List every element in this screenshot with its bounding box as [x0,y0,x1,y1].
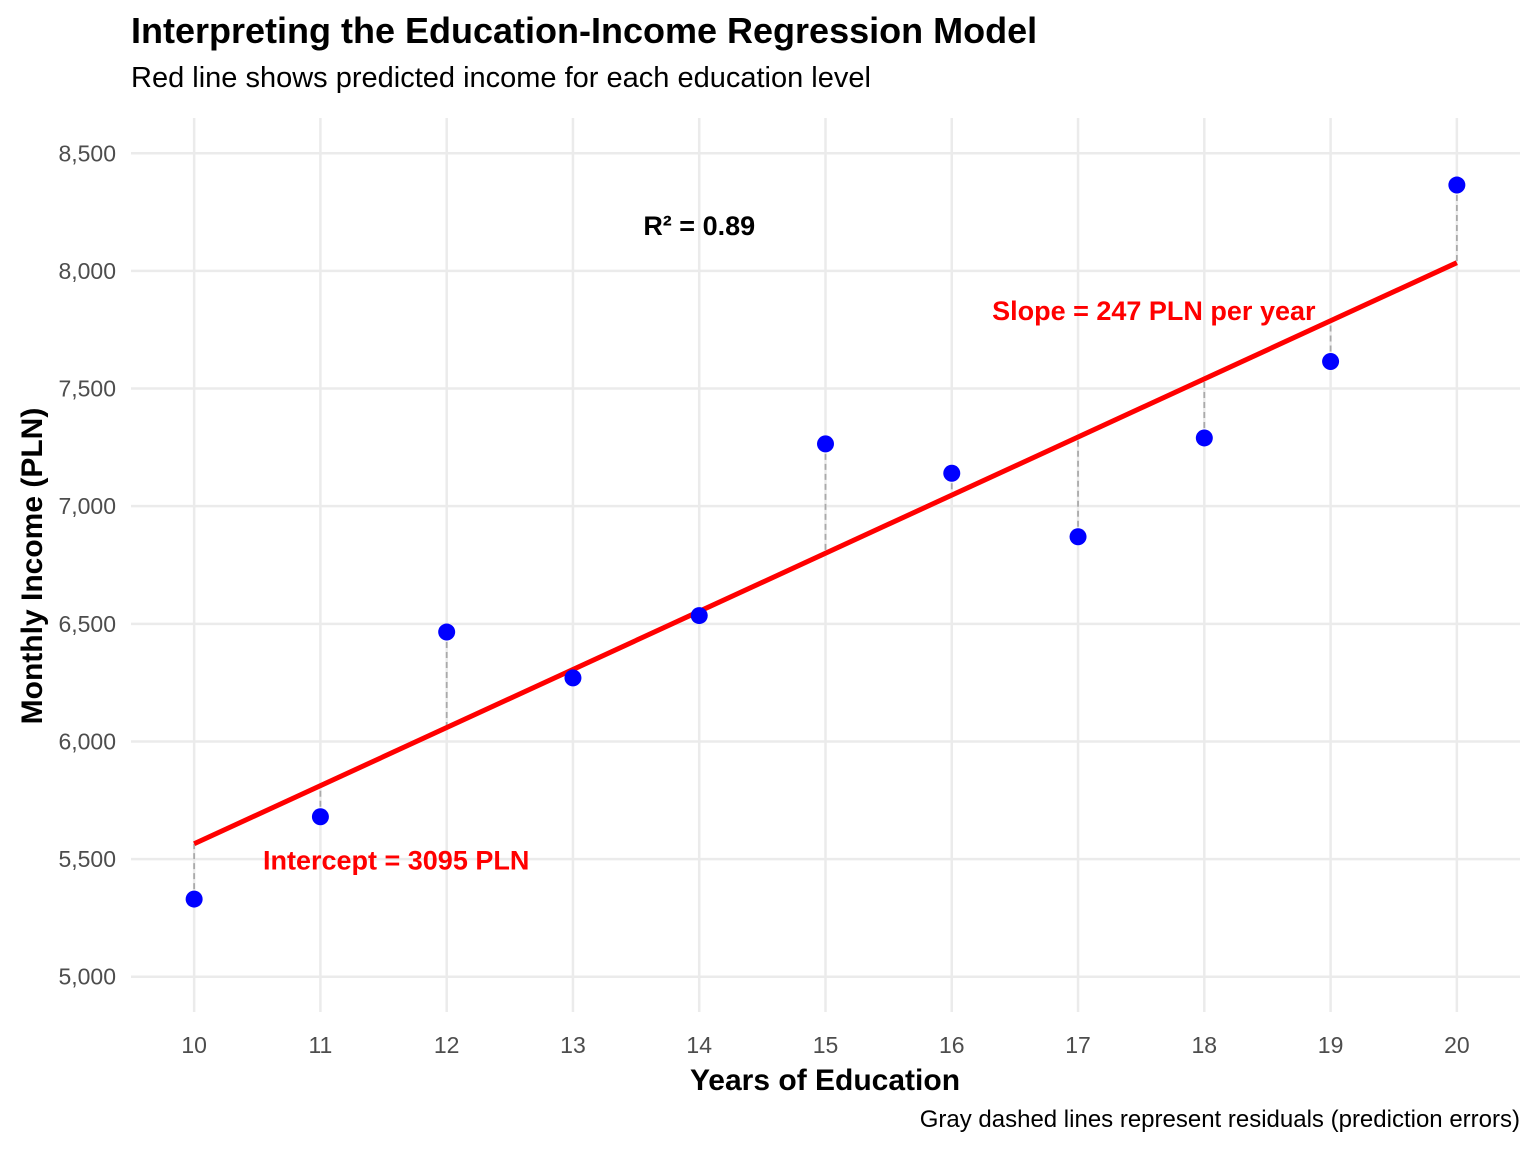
y-tick-label: 6,000 [58,728,116,754]
x-tick-label: 15 [813,1032,839,1058]
annotation-label: R² = 0.89 [643,211,755,241]
x-tick-label: 10 [181,1032,207,1058]
data-point [1448,176,1466,194]
x-tick-label: 19 [1318,1032,1344,1058]
x-tick-label: 18 [1192,1032,1218,1058]
x-tick-label: 16 [939,1032,965,1058]
chart-title: Interpreting the Education-Income Regres… [131,10,1038,51]
x-tick-label: 13 [560,1032,586,1058]
data-point [817,435,834,453]
annotation-label: Slope = 247 PLN per year [992,296,1316,326]
x-tick-label: 12 [434,1032,460,1058]
x-tick-label: 14 [686,1032,712,1058]
annotation-label: Intercept = 3095 PLN [263,845,529,875]
data-point [690,607,708,625]
x-tick-label: 11 [308,1032,332,1058]
y-axis-label: Monthly Income (PLN) [16,408,49,725]
x-axis-label: Years of Education [690,1064,960,1097]
y-tick-label: 7,000 [58,493,116,519]
x-tick-label: 20 [1444,1032,1470,1058]
data-point [438,623,456,641]
data-point [1322,352,1340,370]
y-tick-label: 8,000 [58,258,116,284]
chart-caption: Gray dashed lines represent residuals (p… [919,1106,1520,1133]
data-point [1195,429,1213,447]
data-point [311,808,329,826]
y-axis-ticks: 5,000 5,500 6,000 6,500 7,000 7,500 8,000 8,500 [58,140,116,989]
y-tick-label: 7,500 [58,376,116,402]
y-tick-label: 5,000 [58,964,116,990]
y-tick-label: 6,500 [58,611,116,637]
x-tick-label: 17 [1065,1032,1091,1058]
y-tick-label: 8,500 [58,140,116,166]
annotations: R² = 0.89 Slope = 247 PLN per year Interce… [263,211,1316,875]
data-point [564,669,582,687]
data-point [1069,528,1087,546]
regression-line [193,260,1458,847]
y-tick-label: 5,500 [58,846,116,872]
chart-subtitle: Red line shows predicted income for each… [131,62,871,94]
data-points [185,176,1466,908]
x-axis-ticks: 10 11 12 13 14 15 16 17 18 19 20 [181,1032,1469,1058]
grid-lines [131,118,1520,1012]
data-point [943,464,961,482]
regression-line-group [193,260,1458,847]
data-point [185,890,203,908]
